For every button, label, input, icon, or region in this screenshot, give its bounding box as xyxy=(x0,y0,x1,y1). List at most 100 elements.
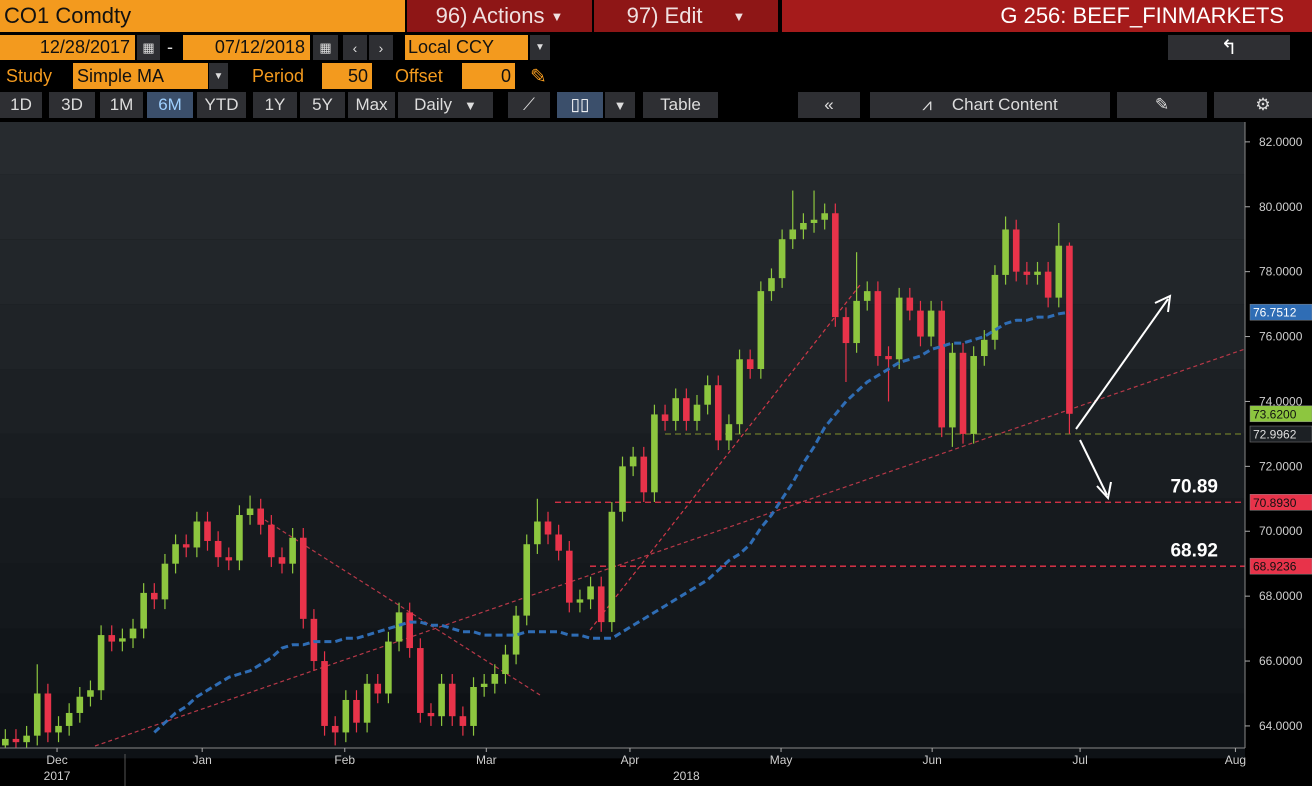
dropdown[interactable]: ▼ xyxy=(605,92,635,118)
candle-body xyxy=(406,612,413,649)
price-label-box xyxy=(1249,494,1312,511)
y-tick-label: 74.0000 xyxy=(1259,394,1303,408)
candle-body xyxy=(448,683,456,717)
study[interactable]: Simple MA xyxy=(73,63,208,89)
candle-chart[interactable]: ▯▯ xyxy=(557,92,603,118)
settings[interactable]: ⚙ xyxy=(1214,92,1312,118)
offset[interactable]: 0 xyxy=(462,63,515,89)
candle-body xyxy=(44,693,52,733)
x-tick-label: Apr xyxy=(621,753,640,767)
candle-body xyxy=(33,693,41,736)
range-button[interactable]: 3D xyxy=(49,92,95,118)
candle-body xyxy=(576,599,584,603)
candle-body xyxy=(246,508,254,516)
candle-body xyxy=(491,674,499,684)
candle-body xyxy=(1002,229,1009,275)
price-label: 70.8930 xyxy=(1253,496,1297,510)
collapse[interactable]: « xyxy=(798,92,860,118)
range-button[interactable]: Max xyxy=(348,92,395,118)
candle-body xyxy=(97,635,105,691)
range-button[interactable]: 1M xyxy=(100,92,143,118)
price-label-box xyxy=(1249,425,1312,443)
candle-body xyxy=(331,725,339,733)
security[interactable]: CO1 Comdty xyxy=(0,0,405,32)
candle-body xyxy=(140,592,147,629)
actions: 96) Actions xyxy=(435,3,545,28)
candle-body xyxy=(789,229,797,240)
back[interactable]: ↰ xyxy=(1168,35,1290,60)
level-annotation: 68.92 xyxy=(1170,540,1218,561)
edit-menu[interactable]: 97) Edit ▼ xyxy=(594,0,778,32)
candle-body xyxy=(757,291,765,370)
candle-body xyxy=(470,686,477,726)
year-label: 2018 xyxy=(673,769,700,783)
year-label: 2017 xyxy=(44,769,71,783)
candle-body xyxy=(427,712,435,717)
price-label: 72.9962 xyxy=(1253,428,1297,442)
range-button[interactable]: 1Y xyxy=(253,92,297,118)
range-button[interactable]: 1D xyxy=(0,92,42,118)
period-label: Period xyxy=(252,66,305,86)
background xyxy=(0,122,1245,759)
caret: ▼ xyxy=(550,8,564,24)
period[interactable]: 50 xyxy=(322,63,372,89)
dropdown[interactable]: ▼ xyxy=(209,63,228,89)
caret: ▼ xyxy=(463,97,477,113)
calendar[interactable]: ▦ xyxy=(137,35,160,60)
chart-content-text: Chart Content xyxy=(951,95,1058,114)
dropdown[interactable]: ▼ xyxy=(530,35,550,60)
candle-body xyxy=(906,297,914,311)
band xyxy=(0,304,1245,370)
next[interactable]: › xyxy=(369,35,393,60)
start-date[interactable]: 12/28/2017 xyxy=(0,35,135,60)
candle-body xyxy=(629,456,637,467)
band xyxy=(0,563,1245,629)
candle-body xyxy=(991,274,999,340)
trend-line xyxy=(589,284,861,631)
candle-body xyxy=(129,628,137,639)
plot xyxy=(2,190,1245,748)
candle-body xyxy=(619,466,626,512)
x-tick-label: Jun xyxy=(922,753,941,767)
table[interactable]: Table xyxy=(643,92,718,118)
x-tick-label: Jan xyxy=(192,753,211,767)
price-label: 73.6200 xyxy=(1253,407,1297,421)
candle-body xyxy=(704,385,711,405)
y-tick-label: 82.0000 xyxy=(1259,135,1303,149)
candle-body xyxy=(119,638,126,642)
candle-body xyxy=(257,508,265,525)
range-button[interactable]: 5Y xyxy=(300,92,345,118)
offset-label: Offset xyxy=(395,66,443,86)
candle-body xyxy=(523,544,531,616)
calendar[interactable]: ▦ xyxy=(313,35,338,60)
prev[interactable]: ‹ xyxy=(343,35,367,60)
candle-body xyxy=(778,239,786,279)
annotate[interactable]: ✎ xyxy=(1117,92,1207,118)
currency[interactable]: Local CCY xyxy=(405,35,528,60)
candle-body xyxy=(278,557,286,564)
candle-body xyxy=(736,359,743,425)
icon: ⩘ xyxy=(922,95,932,114)
pencil[interactable]: ✎ xyxy=(530,66,547,88)
candle-body xyxy=(108,635,116,642)
candle-body xyxy=(374,683,382,694)
candle-body xyxy=(172,544,179,564)
end-date[interactable]: 07/12/2018 xyxy=(183,35,310,60)
chart: 64.0000 66.0000 68.0000 70.0000 72.0000 74.00… xyxy=(0,122,1312,786)
band xyxy=(0,693,1245,759)
range-button[interactable]: 6M xyxy=(147,92,193,118)
actions-menu[interactable]: 96) Actions ▼ xyxy=(407,0,592,32)
candle-body xyxy=(353,699,360,723)
candle-body xyxy=(587,586,594,600)
candle-body xyxy=(832,213,839,318)
candle-body xyxy=(917,310,924,337)
candle-body xyxy=(853,300,860,344)
candle-body xyxy=(1034,271,1041,275)
line-chart[interactable]: ⟋ xyxy=(508,92,550,118)
range-button[interactable]: YTD xyxy=(197,92,246,118)
y-tick-label: 66.0000 xyxy=(1259,654,1303,668)
candle-body xyxy=(363,683,371,723)
chart-content[interactable]: ⩘ Chart Content xyxy=(870,92,1110,118)
candle-body xyxy=(970,356,977,434)
frequency[interactable]: Daily ▼ xyxy=(398,92,493,118)
